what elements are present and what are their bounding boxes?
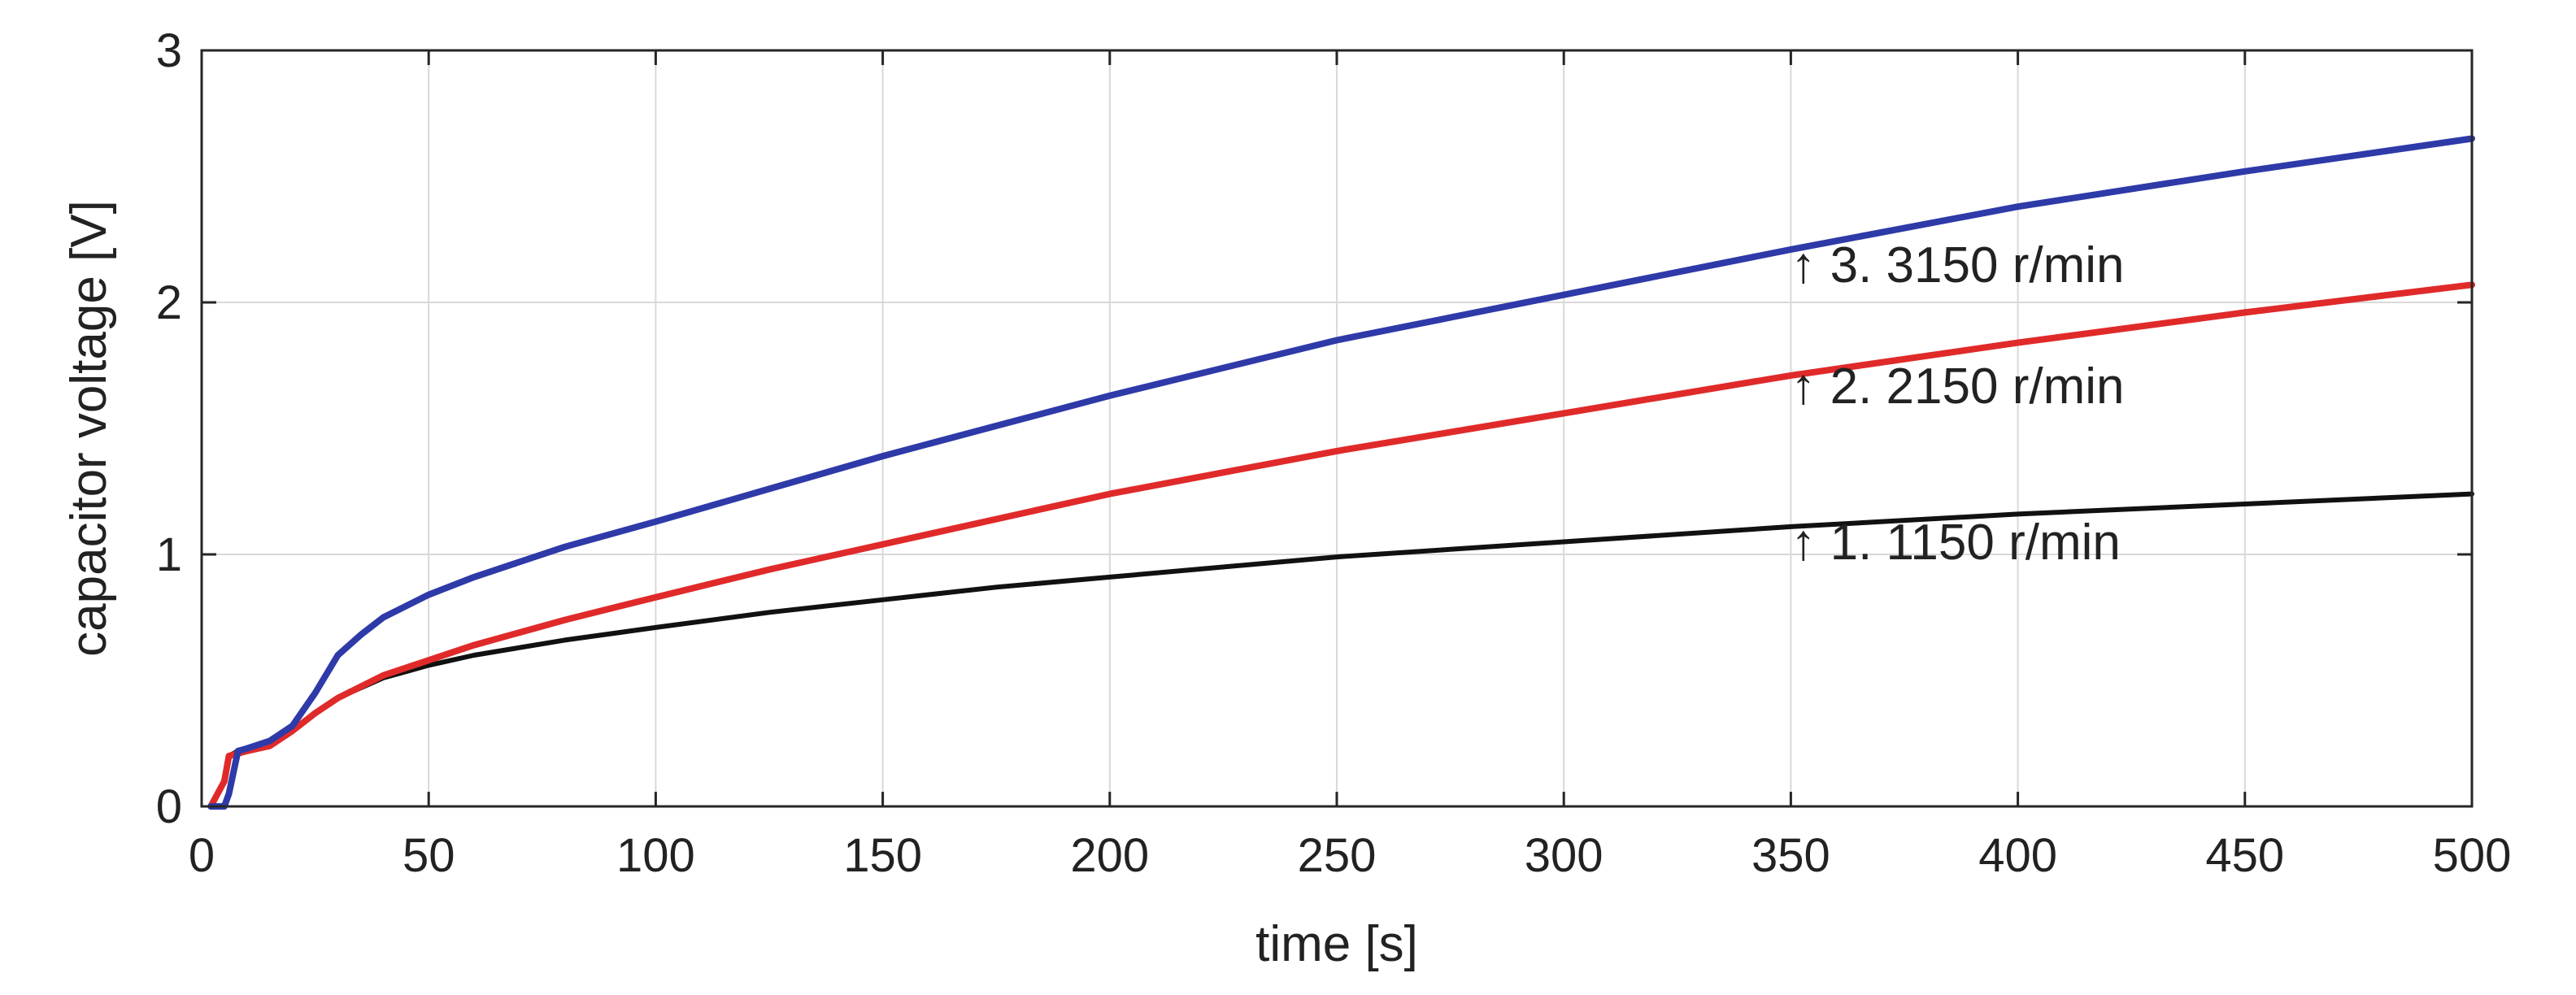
series-line-2 bbox=[207, 281, 2475, 810]
y-tick-label-3: 3 bbox=[156, 24, 182, 77]
y-tick-label-0: 0 bbox=[156, 780, 182, 833]
x-tick-label-1: 50 bbox=[402, 829, 455, 882]
x-tick-label-7: 350 bbox=[1751, 829, 1830, 882]
x-tick-label-3: 150 bbox=[843, 829, 922, 882]
x-tick-label-9: 450 bbox=[2205, 829, 2284, 882]
x-tick-label-8: 400 bbox=[1978, 829, 2057, 882]
x-tick-label-2: 100 bbox=[616, 829, 695, 882]
x-axis-label: time [s] bbox=[1255, 916, 1418, 972]
x-tick-label-6: 300 bbox=[1525, 829, 1603, 882]
series-annotation-1: ↑ 3. 3150 r/min bbox=[1791, 237, 2124, 293]
annotation-layer: ↑ 3. 3150 r/min ↑ 2. 2150 r/min ↑ 1. 1150 … bbox=[1791, 237, 2124, 571]
y-tick-label-2: 2 bbox=[156, 276, 182, 329]
x-tick-label-0: 0 bbox=[189, 829, 215, 882]
series-line-3 bbox=[207, 135, 2475, 810]
series-line-1 bbox=[208, 491, 2474, 809]
x-tick-label-4: 200 bbox=[1070, 829, 1149, 882]
label-layer: time [s] capacitor voltage [V] bbox=[61, 200, 1418, 972]
y-tick-label-1: 1 bbox=[156, 528, 182, 581]
y-axis-label: capacitor voltage [V] bbox=[61, 200, 117, 657]
grid-layer bbox=[201, 50, 2473, 807]
series-annotation-2: ↑ 2. 2150 r/min bbox=[1791, 358, 2124, 415]
series-layer bbox=[207, 135, 2475, 810]
x-tick-label-5: 250 bbox=[1298, 829, 1377, 882]
series-annotation-3: ↑ 1. 1150 r/min bbox=[1791, 515, 2120, 571]
tick-layer: 0 50 100 150 200 250 300 350 400 450 500 0 1 2 3 bbox=[156, 24, 2512, 882]
x-tick-label-10: 500 bbox=[2433, 829, 2512, 882]
